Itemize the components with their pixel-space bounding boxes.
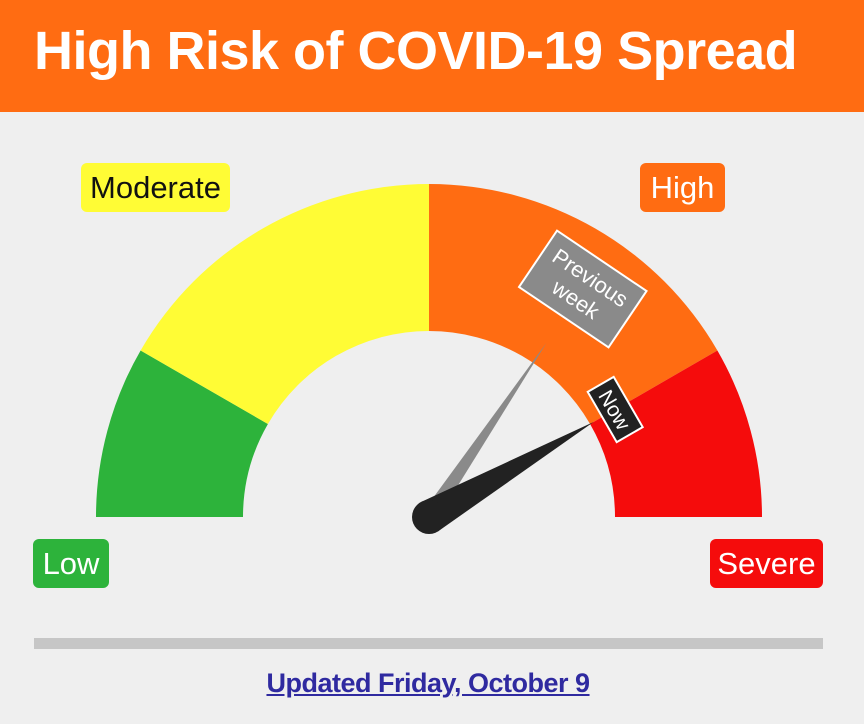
gauge-zone-low: [96, 350, 268, 517]
svg-text:High: High: [651, 170, 715, 205]
zone-label-moderate: Moderate: [81, 163, 230, 212]
gauge-zone-severe: [590, 350, 762, 517]
previous-week-needle: [422, 342, 547, 522]
gauge-zone-moderate: [140, 184, 430, 424]
svg-text:Low: Low: [43, 546, 100, 581]
zone-label-high: High: [640, 163, 725, 212]
zone-label-severe: Severe: [710, 539, 823, 588]
now-needle: [420, 422, 594, 532]
divider: [34, 638, 823, 649]
updated-date-link[interactable]: Updated Friday, October 9: [266, 668, 590, 698]
needle-hub: [412, 500, 446, 534]
svg-text:Severe: Severe: [717, 546, 815, 581]
title-banner: High Risk of COVID-19 Spread: [0, 0, 864, 112]
page-title: High Risk of COVID-19 Spread: [34, 21, 798, 81]
zone-label-low: Low: [33, 539, 109, 588]
svg-text:Moderate: Moderate: [90, 170, 221, 205]
